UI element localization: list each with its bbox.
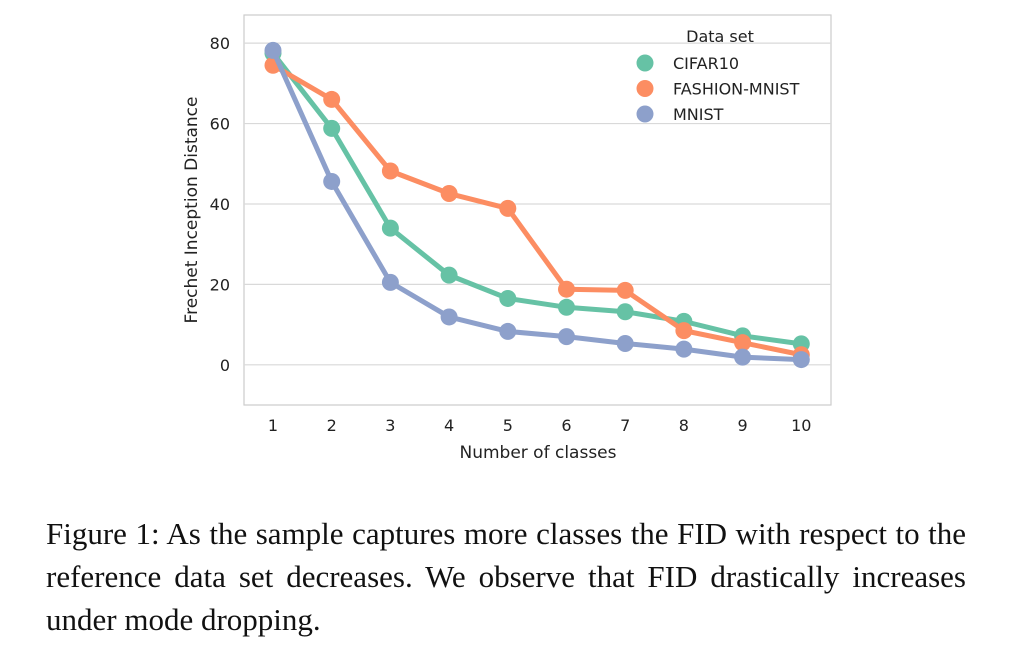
legend-marker bbox=[636, 54, 654, 72]
y-axis-label: Frechet Inception Distance bbox=[182, 97, 202, 324]
data-point bbox=[323, 172, 341, 190]
legend-marker bbox=[636, 80, 654, 97]
data-point bbox=[734, 334, 752, 352]
series-line bbox=[270, 47, 804, 363]
data-point bbox=[323, 90, 341, 108]
y-tick-label: 60 bbox=[210, 115, 230, 134]
data-point bbox=[381, 219, 399, 237]
data-point bbox=[499, 199, 517, 217]
data-point bbox=[558, 328, 575, 346]
data-point bbox=[323, 119, 341, 137]
data-point bbox=[558, 280, 575, 298]
data-point bbox=[381, 162, 399, 180]
data-point bbox=[499, 322, 517, 340]
x-tick-label: 1 bbox=[268, 416, 278, 435]
x-tick-label: 8 bbox=[679, 416, 689, 435]
data-point bbox=[440, 185, 458, 203]
x-tick-label: 9 bbox=[738, 416, 748, 435]
x-tick-label: 3 bbox=[385, 416, 395, 435]
x-tick-label: 7 bbox=[620, 416, 630, 435]
grid-lines bbox=[244, 42, 831, 366]
series-line bbox=[270, 62, 804, 358]
legend-marker bbox=[636, 105, 654, 123]
series-line bbox=[270, 50, 804, 347]
y-tick-label: 0 bbox=[220, 356, 230, 375]
x-tick-label: 6 bbox=[561, 416, 571, 435]
data-point bbox=[499, 289, 517, 307]
y-tick-labels: 0 20 40 60 80 bbox=[210, 34, 230, 375]
x-tick-labels: 1 2 3 4 5 6 7 8 9 10 bbox=[268, 416, 812, 435]
legend-title: Data set bbox=[686, 27, 754, 46]
legend-entry: CIFAR10 bbox=[673, 54, 739, 73]
data-point bbox=[734, 348, 752, 366]
data-point bbox=[675, 322, 693, 340]
x-tick-label: 4 bbox=[444, 416, 454, 435]
legend: Data set CIFAR10 FASHION-MNIST MNIST bbox=[636, 27, 800, 124]
x-axis-label: Number of classes bbox=[459, 443, 616, 463]
series-layer bbox=[264, 41, 810, 369]
data-point bbox=[264, 41, 282, 59]
legend-entry: MNIST bbox=[673, 105, 724, 124]
x-tick-label: 10 bbox=[791, 416, 811, 435]
data-point bbox=[440, 308, 458, 326]
data-point bbox=[558, 298, 575, 316]
figure-caption: Figure 1: As the sample captures more cl… bbox=[46, 516, 966, 637]
y-tick-label: 80 bbox=[210, 34, 230, 53]
data-point bbox=[381, 273, 399, 291]
legend-entry: FASHION-MNIST bbox=[673, 80, 800, 99]
data-point bbox=[792, 351, 810, 369]
data-point bbox=[616, 334, 634, 352]
data-point bbox=[616, 281, 634, 299]
y-tick-label: 20 bbox=[210, 275, 230, 294]
data-point bbox=[616, 303, 634, 321]
data-point bbox=[675, 340, 693, 358]
data-point bbox=[440, 266, 458, 284]
x-tick-label: 2 bbox=[327, 416, 337, 435]
y-tick-label: 40 bbox=[210, 195, 230, 214]
series-mnist bbox=[264, 41, 810, 369]
x-tick-label: 5 bbox=[503, 416, 513, 435]
